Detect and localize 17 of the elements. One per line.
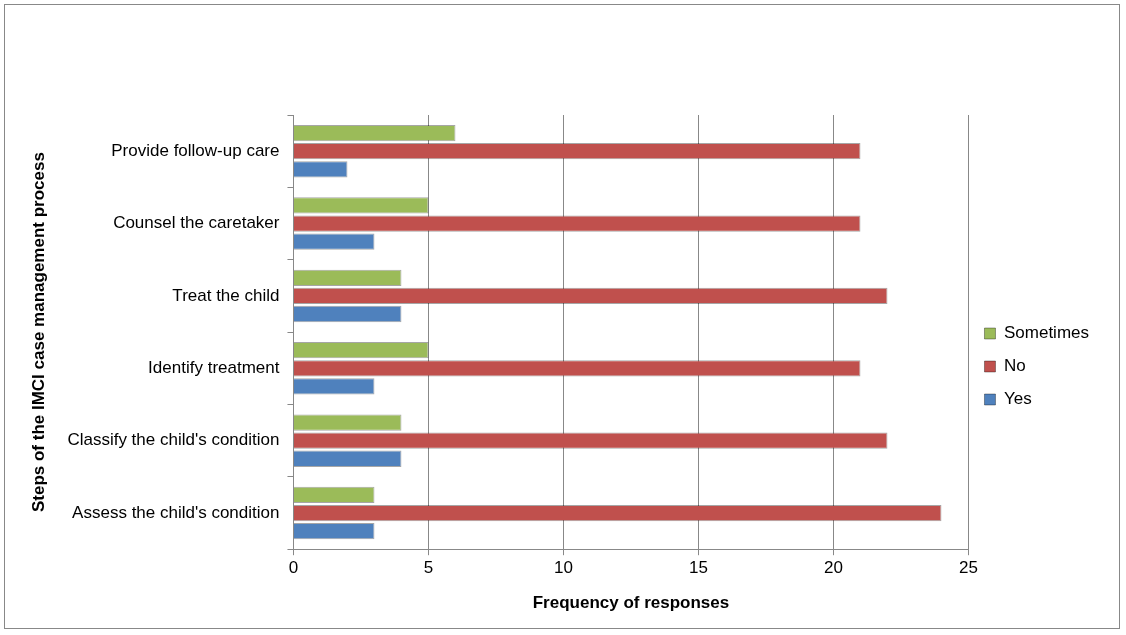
x-tick-label: 25: [959, 558, 978, 578]
y-axis-title: Steps of the IMCI case management process: [28, 152, 48, 513]
y-tick-label: Provide follow-up care: [111, 140, 280, 160]
x-tick-label: 15: [689, 558, 708, 578]
x-tick-label: 0: [288, 558, 299, 578]
y-tick-label: Classify the child's condition: [67, 430, 280, 450]
y-tick-label: Assess the child's condition: [72, 502, 280, 522]
legend-label: No: [1003, 356, 1026, 376]
y-tick-label: Identify treatment: [148, 357, 280, 377]
legend-label: Yes: [1003, 389, 1032, 409]
y-tick-label: Treat the child: [172, 285, 280, 305]
x-tick-label: 10: [554, 558, 573, 578]
y-tick-label: Counsel the caretaker: [113, 213, 280, 233]
x-tick-label: 5: [423, 558, 434, 578]
legend-label: Sometimes: [1003, 323, 1090, 343]
x-axis-title: Frequency of responses: [532, 593, 730, 613]
x-tick-label: 20: [824, 558, 843, 578]
